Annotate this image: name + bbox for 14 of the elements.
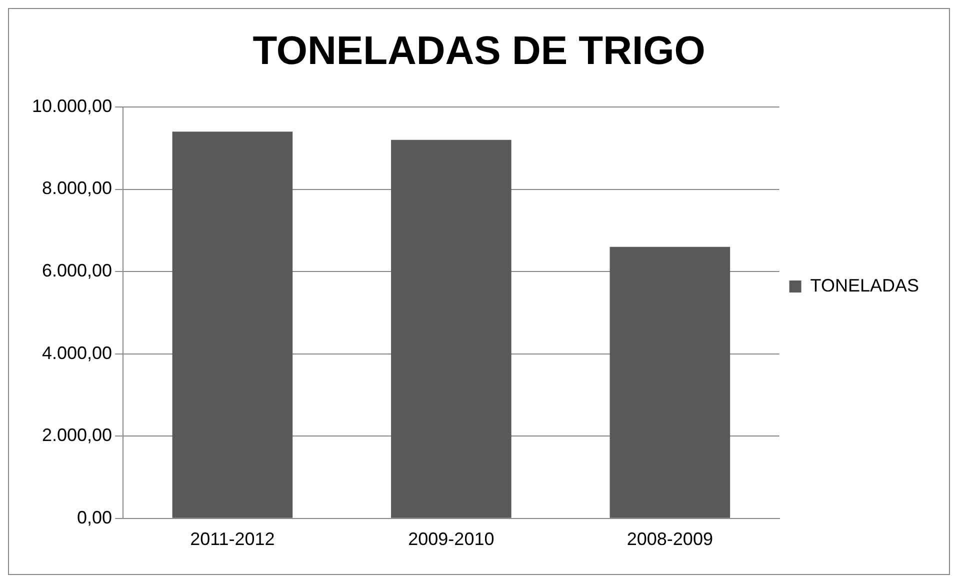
x-tick-label: 2009-2010 [408,529,494,550]
y-tick-label: 8.000,00 [42,178,112,198]
y-tick-label: 0,00 [77,507,112,528]
bar [610,246,730,518]
y-tick-label: 2.000,00 [42,425,112,446]
y-tick-label: 10.000,00 [32,96,112,116]
x-tick-label: 2008-2009 [626,529,713,550]
x-tick-label: 2011-2012 [190,529,275,550]
chart-title: TONELADAS DE TRIGO [252,29,706,74]
y-tick-label: 4.000,00 [42,342,112,363]
bar [172,132,293,518]
bar [391,140,512,518]
y-tick-label: 6.000,00 [42,260,112,281]
legend-label: TONELADAS [810,275,919,296]
